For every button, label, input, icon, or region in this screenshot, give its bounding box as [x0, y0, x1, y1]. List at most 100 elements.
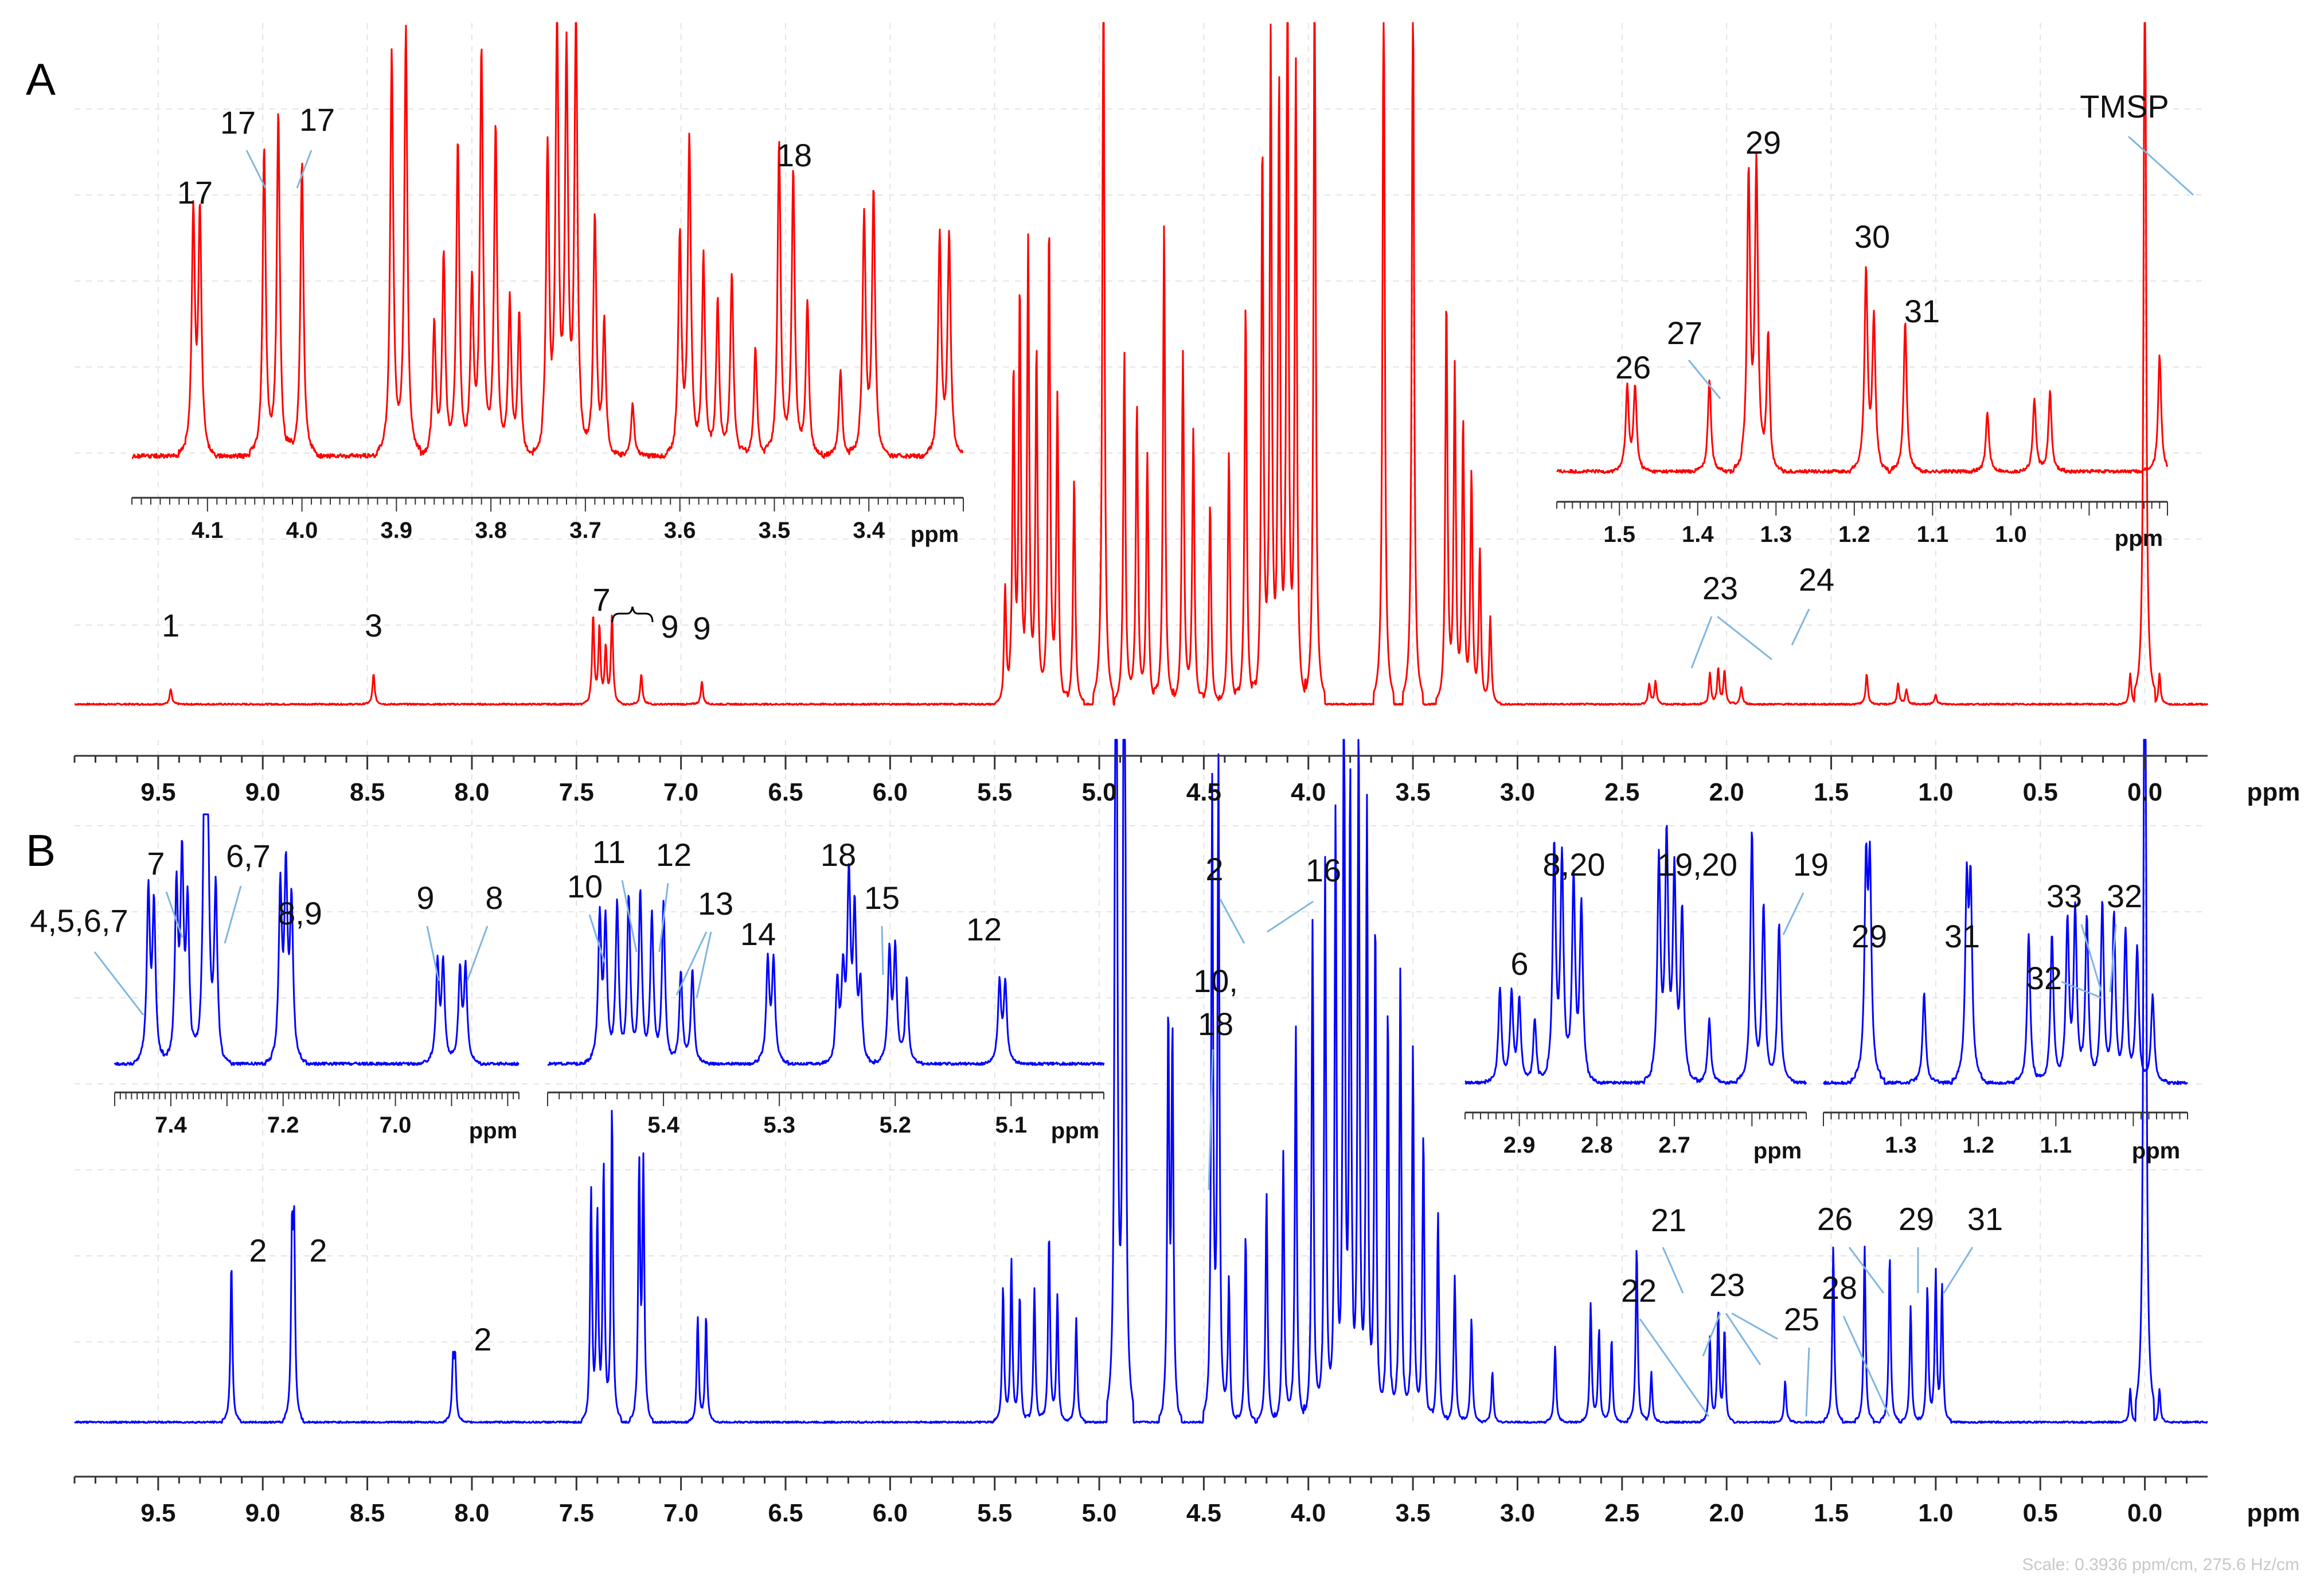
axis-a-tick-label: 6.0 — [873, 778, 908, 806]
label-a-1: 1 — [162, 607, 179, 643]
label-b-inset-8: 8 — [485, 880, 503, 916]
axis-b-tick-label: 2.5 — [1604, 1499, 1639, 1527]
leader-line — [93, 951, 144, 1016]
leader-line — [2061, 981, 2102, 999]
inset-a-left-tick-label: 3.8 — [475, 518, 507, 543]
inset-b-aromatic-tick-label: 7.4 — [155, 1113, 187, 1138]
label-b-10: 10, — [1193, 963, 1238, 999]
axis-b-tick-label: 8.0 — [454, 1499, 489, 1527]
panel-label-b: B — [26, 825, 56, 876]
leader-line — [588, 914, 606, 964]
leader-line — [1690, 616, 1713, 669]
axis-b-tick-label: 8.5 — [350, 1499, 385, 1527]
axis-a-unit: ppm — [2247, 778, 2300, 806]
axis-b-tick-label: 6.5 — [768, 1499, 803, 1527]
label-a-inset-30: 30 — [1854, 218, 1890, 255]
axis-a-tick-label: 9.0 — [245, 778, 280, 806]
inset-a-left-tick-label: 3.5 — [759, 518, 791, 543]
label-b-inset-32a: 32 — [2026, 960, 2062, 996]
leader-line — [1725, 1313, 1761, 1365]
label-a-tmsp: TMSP — [2080, 88, 2169, 124]
label-b-25: 25 — [1784, 1301, 1819, 1337]
axis-b-tick-label: 2.0 — [1709, 1499, 1744, 1527]
panel-label-a: A — [26, 54, 56, 104]
label-b-28: 28 — [1822, 1270, 1857, 1306]
label-a-inset-27: 27 — [1667, 315, 1702, 351]
axis-b-tick-label: 4.5 — [1186, 1499, 1221, 1527]
inset-a-left-unit: ppm — [911, 522, 959, 547]
axis-b-tick-label: 9.0 — [245, 1499, 280, 1527]
label-a-7: 7 — [592, 581, 610, 618]
inset-b-aromatic-trace — [114, 813, 520, 1066]
inset-b-high-trace — [1822, 840, 2188, 1086]
label-b-inset-33: 33 — [2046, 878, 2082, 914]
leader-line — [696, 931, 712, 998]
label-b-inset-10: 10 — [567, 868, 603, 904]
label-b-2c: 2 — [474, 1321, 491, 1357]
axis-a-tick-label: 8.5 — [350, 778, 385, 806]
label-b-31: 31 — [1967, 1201, 2003, 1237]
axis-b-tick-label: 1.0 — [1918, 1499, 1953, 1527]
label-b-inset-14: 14 — [740, 916, 776, 952]
axis-a-tick-label: 0.0 — [2127, 778, 2162, 806]
inset-a-left-tick-label: 4.0 — [286, 518, 318, 543]
inset-a-left-tick-label: 3.7 — [569, 518, 601, 543]
label-b-inset-820: 8,20 — [1543, 846, 1606, 883]
axis-a-tick-label: 5.5 — [977, 778, 1012, 806]
leader-line — [1842, 1316, 1891, 1417]
label-a-inset-17a: 17 — [177, 174, 213, 210]
label-a-7-bracket — [611, 606, 654, 623]
label-b-inset-1920: 19,20 — [1657, 846, 1737, 883]
label-b-inset-6: 6 — [1510, 946, 1528, 982]
inset-b-high-tick-label: 1.1 — [2040, 1133, 2072, 1158]
leader-line — [658, 883, 669, 953]
axis-b-tick-label: 1.5 — [1814, 1499, 1849, 1527]
label-b-16: 16 — [1306, 852, 1341, 888]
axis-a-tick-label: 4.0 — [1291, 778, 1326, 806]
inset-a-left-tick-label: 3.4 — [853, 518, 885, 543]
leader-line — [1731, 1312, 1778, 1340]
axis-b-tick-label: 0.5 — [2023, 1499, 2058, 1527]
leader-line — [1702, 1313, 1721, 1357]
axis-b-tick-label: 5.0 — [1081, 1499, 1116, 1527]
axis-a-tick-label: 6.5 — [768, 778, 803, 806]
axis-b-tick-label: 4.0 — [1291, 1499, 1326, 1527]
inset-a-right-tick-label: 1.1 — [1917, 522, 1949, 547]
spectrum-b-trace — [74, 739, 2208, 1424]
label-a-inset-31: 31 — [1904, 293, 1940, 329]
leader-line — [1805, 1347, 1810, 1417]
inset-b-anomeric-tick-label: 5.2 — [879, 1113, 911, 1138]
leader-line — [675, 931, 708, 996]
axis-a-tick-label: 2.5 — [1604, 778, 1639, 806]
label-b-2b: 2 — [309, 1232, 327, 1268]
inset-a-right-tick-label: 1.0 — [1995, 522, 2027, 547]
leader-line — [881, 926, 884, 975]
spectra — [74, 22, 2209, 1424]
axis-a-tick-label: 5.0 — [1081, 778, 1116, 806]
axis-b-tick-label: 7.5 — [559, 1499, 594, 1527]
inset-b-anomeric-tick-label: 5.4 — [647, 1113, 679, 1138]
leader-line — [1208, 1049, 1214, 1190]
inset-b-mid-unit: ppm — [1753, 1138, 1802, 1164]
label-b-inset-12b: 12 — [966, 911, 1002, 947]
label-b-inset-13: 13 — [698, 885, 733, 922]
label-b-22: 22 — [1621, 1272, 1657, 1309]
inset-a-left-trace — [131, 22, 964, 459]
leader-line — [1688, 360, 1721, 399]
inset-a-right-tick-label: 1.5 — [1603, 522, 1635, 547]
leader-line — [1662, 1247, 1684, 1294]
inset-b-anomeric-tick-label: 5.3 — [763, 1113, 795, 1138]
axis-a-tick-label: 8.0 — [454, 778, 489, 806]
leader-line — [1219, 899, 1245, 944]
axis-a-tick-label: 9.5 — [140, 778, 175, 806]
axis-b-tick-label: 0.0 — [2127, 1499, 2162, 1527]
leader-line — [2127, 135, 2194, 196]
label-b-inset-11: 11 — [592, 834, 626, 870]
axis-b-tick-label: 6.0 — [873, 1499, 908, 1527]
axis-a-tick-label: 1.0 — [1918, 778, 1953, 806]
axes — [73, 497, 2208, 1490]
axis-a-tick-label: 7.0 — [663, 778, 698, 806]
leader-line — [296, 150, 313, 189]
label-b-inset-29: 29 — [1852, 918, 1887, 954]
